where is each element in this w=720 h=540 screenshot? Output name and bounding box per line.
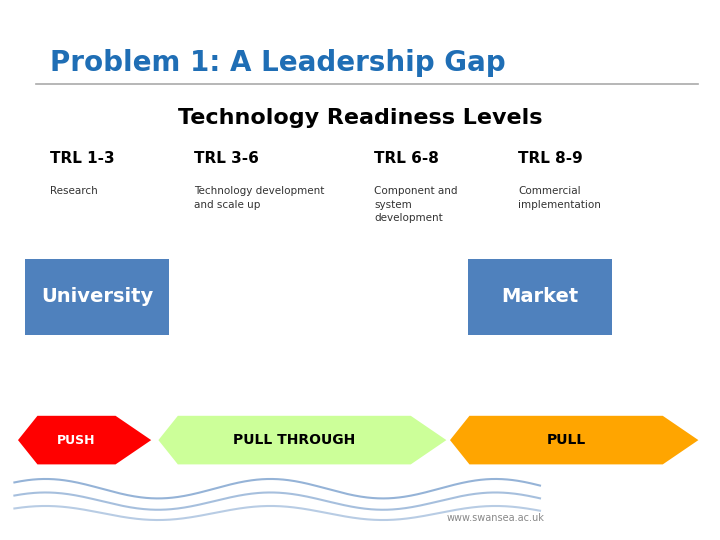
Text: PULL THROUGH: PULL THROUGH — [233, 433, 356, 447]
FancyBboxPatch shape — [468, 259, 612, 335]
Text: Problem 1: A Leadership Gap: Problem 1: A Leadership Gap — [50, 49, 506, 77]
Text: Research: Research — [50, 186, 98, 197]
Text: TRL 8-9: TRL 8-9 — [518, 151, 583, 166]
Text: PUSH: PUSH — [58, 434, 96, 447]
Text: TRL 1-3: TRL 1-3 — [50, 151, 115, 166]
Text: PULL: PULL — [546, 433, 586, 447]
Text: www.swansea.ac.uk: www.swansea.ac.uk — [446, 514, 544, 523]
Text: Technology Readiness Levels: Technology Readiness Levels — [178, 108, 542, 128]
Text: Technology development
and scale up: Technology development and scale up — [194, 186, 325, 210]
Text: TRL 3-6: TRL 3-6 — [194, 151, 259, 166]
FancyBboxPatch shape — [25, 259, 169, 335]
Polygon shape — [18, 416, 151, 464]
Text: University: University — [41, 287, 153, 307]
Text: Component and
system
development: Component and system development — [374, 186, 458, 222]
Text: Market: Market — [501, 287, 579, 307]
Polygon shape — [158, 416, 446, 464]
Polygon shape — [450, 416, 698, 464]
Text: TRL 6-8: TRL 6-8 — [374, 151, 439, 166]
Text: Commercial
implementation: Commercial implementation — [518, 186, 601, 210]
